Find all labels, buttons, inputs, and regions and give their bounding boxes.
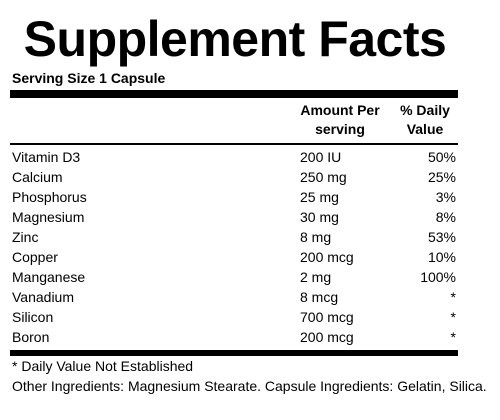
column-header: % Daily Value [400,102,450,137]
nutrient-name: Vanadium [12,289,75,305]
footnote: * Daily Value Not Established [12,358,194,374]
thick-rule [10,90,458,98]
amount: 200 mcg [300,329,354,345]
nutrient-name: Zinc [12,229,39,245]
amount: 8 mg [300,229,332,245]
daily-value: 10% [427,249,456,265]
amount: 200 mcg [300,249,354,265]
nutrient-name: Phosphorus [12,189,87,205]
other-ingredients: Other Ingredients: Magnesium Stearate. C… [12,378,487,394]
amount: 2 mg [300,269,332,285]
amount: 200 IU [300,149,342,165]
rule [10,143,458,145]
daily-value: 8% [435,209,456,225]
daily-value: 100% [420,269,456,285]
daily-value: * [450,329,456,345]
nutrient-name: Vitamin D3 [12,149,81,165]
daily-value: * [450,289,456,305]
thick-rule [10,350,458,356]
nutrient-name: Copper [12,249,58,265]
amount: 700 mcg [300,309,354,325]
nutrient-name: Boron [12,329,50,345]
title: Supplement Facts [23,11,447,67]
amount: 25 mg [300,189,339,205]
column-header: Amount Per serving [300,102,380,137]
daily-value: 53% [427,229,456,245]
nutrient-name: Calcium [12,169,63,185]
amount: 8 mcg [300,289,339,305]
amount: 30 mg [300,209,339,225]
daily-value: 50% [427,149,456,165]
serving-size: Serving Size 1 Capsule [12,70,166,86]
amount: 250 mg [300,169,347,185]
daily-value: 25% [427,169,456,185]
nutrient-name: Magnesium [12,209,85,225]
nutrient-name: Silicon [12,309,54,325]
daily-value: * [450,309,456,325]
daily-value: 3% [435,189,456,205]
nutrient-name: Manganese [12,269,86,285]
